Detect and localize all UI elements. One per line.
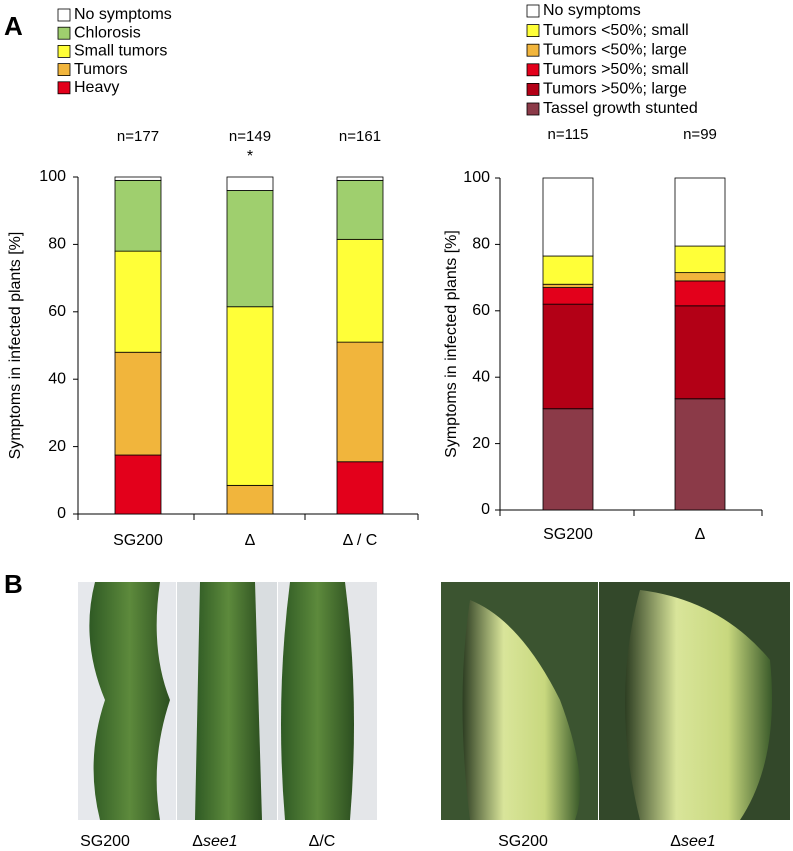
legend-swatch — [526, 4, 540, 18]
x-tick-label: Δ — [695, 526, 706, 543]
tassel-photo — [462, 600, 580, 820]
sample-size: n=161 — [339, 128, 381, 145]
leaf-photo — [195, 582, 262, 820]
photo-caption: Δsee1 — [192, 833, 237, 850]
legend-label: Tumors — [74, 61, 128, 78]
bar-segment — [336, 341, 384, 463]
bar-segment — [336, 238, 384, 343]
panel-label: B — [4, 569, 23, 599]
bar-segment — [114, 176, 162, 181]
legend-label: Tumors >50%; large — [543, 81, 687, 98]
y-tick-label: 100 — [39, 168, 66, 185]
bar-segment — [674, 398, 726, 511]
bar-segment — [226, 176, 274, 191]
y-tick-label: 40 — [48, 370, 66, 387]
bar-segment — [226, 484, 274, 515]
bar-segment — [674, 245, 726, 274]
legend-label: Tumors >50%; small — [543, 61, 689, 78]
bar-segment — [114, 454, 162, 515]
bar-segment — [542, 255, 594, 285]
sample-size: n=149 — [229, 128, 271, 145]
x-tick-label: SG200 — [113, 532, 163, 549]
bar-segment — [114, 351, 162, 456]
tassel-photo — [625, 590, 772, 820]
legend-swatch — [526, 63, 540, 77]
y-tick-label: 0 — [481, 501, 490, 518]
y-tick-label: 20 — [48, 438, 66, 455]
bar-segment — [674, 305, 726, 400]
bar-segment — [114, 250, 162, 353]
legend-swatch — [57, 8, 71, 22]
bar-segment — [542, 408, 594, 511]
y-tick-label: 80 — [48, 236, 66, 253]
legend-swatch — [526, 102, 540, 116]
photo-caption: Δsee1 — [670, 833, 715, 850]
bar-segment — [542, 287, 594, 305]
y-tick-label: 100 — [463, 169, 490, 186]
bar-segment — [674, 177, 726, 247]
bar-segment — [674, 280, 726, 307]
x-tick-label: Δ — [245, 532, 256, 549]
bar-segment — [336, 176, 384, 181]
leaf-photo — [89, 582, 170, 820]
bar-segment — [542, 303, 594, 410]
legend-swatch — [57, 81, 71, 95]
legend-swatch — [526, 43, 540, 57]
sample-size: n=99 — [683, 126, 717, 143]
legend-label: No symptoms — [543, 2, 641, 19]
photo-caption: SG200 — [498, 833, 548, 850]
caption-text: Δ — [670, 833, 681, 850]
leaf-photo — [281, 582, 354, 820]
photo-caption: Δ/C — [309, 833, 336, 850]
photo-caption: SG200 — [80, 833, 130, 850]
bar-segment — [336, 179, 384, 240]
bar-segment — [674, 272, 726, 282]
x-tick-label: Δ / C — [343, 532, 378, 549]
y-tick-label: 20 — [472, 435, 490, 452]
legend-swatch — [57, 45, 71, 58]
caption-text: Δ/C — [309, 833, 336, 850]
x-tick-label: SG200 — [543, 526, 593, 543]
legend-swatch — [526, 83, 540, 96]
y-axis-label: Symptoms in infected plants [%] — [443, 230, 460, 458]
bar-segment — [114, 179, 162, 252]
y-axis-label: Symptoms in infected plants [%] — [7, 232, 24, 460]
bar-segment — [226, 306, 274, 486]
y-tick-label: 40 — [472, 368, 490, 385]
legend-swatch — [57, 26, 71, 40]
bar-segment — [542, 177, 594, 257]
sample-size: n=177 — [117, 128, 159, 145]
caption-text: SG200 — [80, 833, 130, 850]
y-tick-label: 80 — [472, 236, 490, 253]
panel-label: A — [4, 11, 23, 41]
y-tick-label: 0 — [57, 505, 66, 522]
legend-swatch — [526, 24, 540, 38]
caption-text: Δ — [192, 833, 203, 850]
bar-segment — [336, 461, 384, 515]
legend-label: Small tumors — [74, 43, 167, 60]
y-tick-label: 60 — [48, 303, 66, 320]
y-tick-label: 60 — [472, 302, 490, 319]
legend-label: No symptoms — [74, 6, 172, 23]
caption-italic: see1 — [203, 833, 238, 850]
caption-text: SG200 — [498, 833, 548, 850]
caption-italic: see1 — [681, 833, 716, 850]
bar-segment — [226, 190, 274, 308]
legend-label: Heavy — [74, 79, 119, 96]
significance-marker: * — [247, 148, 253, 165]
legend-swatch — [57, 63, 71, 76]
legend-label: Tumors <50%; small — [543, 22, 689, 39]
legend-label: Tumors <50%; large — [543, 41, 687, 58]
legend-label: Chlorosis — [74, 24, 141, 41]
legend-label: Tassel growth stunted — [543, 100, 698, 117]
photos — [78, 582, 790, 820]
sample-size: n=115 — [547, 126, 588, 143]
bar-segment — [542, 283, 594, 288]
